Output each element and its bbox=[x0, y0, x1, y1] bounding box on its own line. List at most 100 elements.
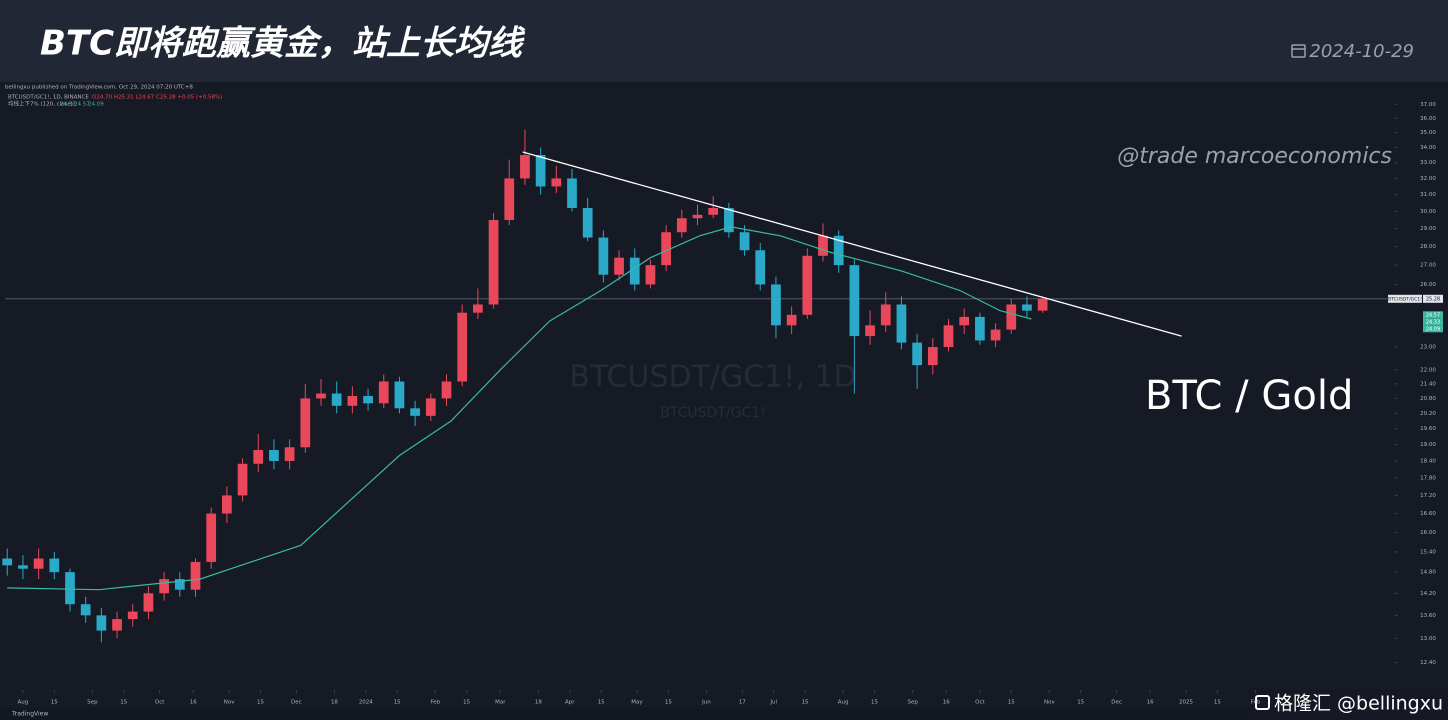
ma-tag-label: 24.33 bbox=[1426, 319, 1440, 325]
plot bbox=[2, 129, 1395, 643]
x-tick-label: Jul bbox=[769, 700, 777, 706]
candle-body bbox=[269, 450, 279, 461]
y-tick-label: 20.80 bbox=[1420, 396, 1436, 402]
candle-body bbox=[692, 214, 703, 219]
candle-body bbox=[504, 178, 515, 220]
x-tick-label: Dec bbox=[291, 700, 302, 706]
x-tick-label: 15 bbox=[257, 700, 264, 706]
date: 2024-10-29 bbox=[1309, 41, 1414, 62]
candle-body bbox=[112, 619, 122, 631]
x-tick-label: 15 bbox=[1077, 700, 1084, 706]
trendline bbox=[522, 151, 1182, 337]
candle-body bbox=[174, 579, 185, 590]
y-tick-label: 37.00 bbox=[1420, 102, 1436, 108]
x-tick-label: 16 bbox=[190, 700, 197, 706]
x-tick-label: 15 bbox=[871, 700, 878, 706]
candle-body bbox=[18, 565, 28, 569]
candle-body bbox=[896, 304, 907, 343]
candle-body bbox=[33, 558, 44, 569]
candle-body bbox=[1006, 304, 1017, 330]
candle-body bbox=[598, 237, 609, 275]
candle-body bbox=[363, 395, 373, 404]
x-tick-label: Aug bbox=[18, 700, 29, 706]
y-tick-label: 12.40 bbox=[1420, 660, 1436, 666]
y-tick-label: 14.20 bbox=[1420, 591, 1436, 597]
x-tick-label: 15 bbox=[463, 700, 470, 706]
y-tick-label: 17.80 bbox=[1420, 475, 1436, 481]
candle-body bbox=[190, 561, 201, 590]
candle-body bbox=[284, 447, 295, 461]
candle-body bbox=[833, 235, 844, 266]
y-tick-label: 28.00 bbox=[1420, 244, 1436, 250]
candle-body bbox=[441, 381, 452, 399]
y-tick-label: 33.00 bbox=[1420, 160, 1436, 166]
x-tick-label: Aug bbox=[838, 700, 849, 706]
candle-body bbox=[802, 255, 813, 315]
source-logo bbox=[1255, 695, 1270, 710]
last-price-tag bbox=[1423, 294, 1443, 303]
x-tick-label: 17 bbox=[739, 700, 746, 706]
candle-body bbox=[912, 342, 922, 366]
last-price-label: 25.28 bbox=[1426, 296, 1440, 302]
ma-tag bbox=[1423, 325, 1443, 333]
footer-bar bbox=[0, 708, 1448, 720]
candle-body bbox=[159, 579, 169, 594]
legend-ma-value: 24.33 bbox=[60, 102, 76, 108]
y-tick-label: 16.00 bbox=[1420, 530, 1436, 536]
candle-body bbox=[316, 393, 326, 399]
candle-body bbox=[331, 393, 342, 406]
x-tick-label: 18 bbox=[331, 700, 338, 706]
candle-body bbox=[786, 314, 797, 326]
y-tick-label: 23.00 bbox=[1420, 345, 1436, 351]
y-tick-label: 36.00 bbox=[1420, 116, 1436, 122]
x-tick-label: 15 bbox=[1214, 700, 1221, 706]
chart-bg bbox=[0, 82, 1448, 720]
watermark: BTCUSDT/GC1!, 1D bbox=[569, 360, 856, 395]
legend-ohlc: O24.70 H25.31 L24.67 C25.28 +0.05 (+0.58… bbox=[92, 95, 222, 101]
y-tick-label: 13.60 bbox=[1420, 613, 1436, 619]
y-tick-label: 31.00 bbox=[1420, 192, 1436, 198]
x-tick-label: Nov bbox=[1044, 700, 1055, 706]
candle-body bbox=[629, 257, 640, 285]
x-tick-label: Feb bbox=[430, 700, 440, 706]
y-tick-label: 18.40 bbox=[1420, 458, 1436, 464]
x-tick-label: Mar bbox=[495, 700, 506, 706]
y-tick-label: 13.00 bbox=[1420, 636, 1436, 642]
y-tick-label: 27.00 bbox=[1420, 263, 1436, 269]
x-tick-label: Jun bbox=[701, 700, 711, 706]
ma-tag bbox=[1423, 318, 1443, 326]
candle-body bbox=[943, 325, 954, 348]
x-tick-label: Oct bbox=[155, 700, 165, 706]
candle-body bbox=[410, 408, 420, 416]
candle-body bbox=[237, 463, 248, 496]
x-tick-label: 2024 bbox=[359, 700, 373, 706]
candle-body bbox=[535, 155, 546, 187]
y-tick-label: 14.80 bbox=[1420, 570, 1436, 576]
source: 格隆汇 @bellingxu bbox=[1274, 693, 1443, 715]
x-tick-label: 15 bbox=[394, 700, 401, 706]
candle-body bbox=[394, 381, 405, 409]
candle-body bbox=[488, 219, 499, 305]
price-axis bbox=[1395, 88, 1448, 690]
candle-body bbox=[708, 207, 719, 215]
x-tick-label: Sep bbox=[907, 700, 918, 706]
candle-body bbox=[65, 572, 75, 605]
candle-body bbox=[551, 178, 562, 187]
symbol-tag bbox=[1388, 294, 1422, 303]
candle-body bbox=[96, 615, 107, 631]
x-tick-label: 15 bbox=[802, 700, 809, 706]
legend-indicator: 均线上下7% (120, close) bbox=[8, 100, 73, 108]
candle-body bbox=[457, 312, 468, 382]
y-tick-label: 19.00 bbox=[1420, 442, 1436, 448]
y-tick-label: 20.20 bbox=[1420, 411, 1436, 417]
candle-body bbox=[425, 398, 436, 416]
y-tick-label: 26.00 bbox=[1420, 282, 1436, 288]
candle-body bbox=[300, 398, 311, 448]
legend-ma-value: 24.57 bbox=[74, 102, 90, 108]
y-tick-label: 35.00 bbox=[1420, 130, 1436, 136]
title: BTC即将跑赢黄金，站上长均线 bbox=[40, 24, 526, 64]
candle-body bbox=[880, 304, 891, 326]
x-tick-label: 15 bbox=[598, 700, 605, 706]
